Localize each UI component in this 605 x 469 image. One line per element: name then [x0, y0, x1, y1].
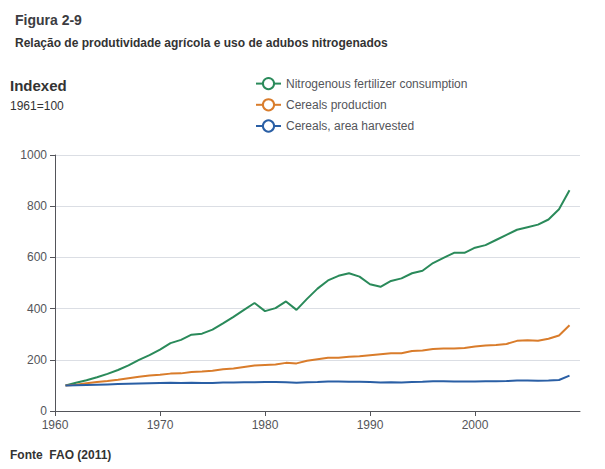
svg-text:2000: 2000	[462, 418, 489, 432]
svg-text:800: 800	[27, 199, 47, 213]
svg-text:Cereals production: Cereals production	[286, 98, 387, 112]
svg-text:Figura 2-9: Figura 2-9	[15, 12, 82, 28]
svg-text:200: 200	[27, 353, 47, 367]
svg-text:Nitrogenous fertilizer consump: Nitrogenous fertilizer consumption	[286, 77, 467, 91]
svg-text:600: 600	[27, 250, 47, 264]
svg-text:Cereals, area harvested: Cereals, area harvested	[286, 119, 414, 133]
svg-text:Relação de produtividade agríc: Relação de produtividade agrícola e uso …	[15, 36, 388, 50]
svg-text:Fonte FAO (2011): Fonte FAO (2011)	[10, 448, 111, 462]
svg-text:400: 400	[27, 302, 47, 316]
svg-text:1961=100: 1961=100	[10, 99, 64, 113]
svg-text:1980: 1980	[252, 418, 279, 432]
svg-text:Indexed: Indexed	[10, 77, 67, 94]
svg-text:1000: 1000	[20, 148, 47, 162]
svg-text:0: 0	[40, 404, 47, 418]
svg-text:1960: 1960	[42, 418, 69, 432]
svg-text:1990: 1990	[357, 418, 384, 432]
svg-text:1970: 1970	[147, 418, 174, 432]
